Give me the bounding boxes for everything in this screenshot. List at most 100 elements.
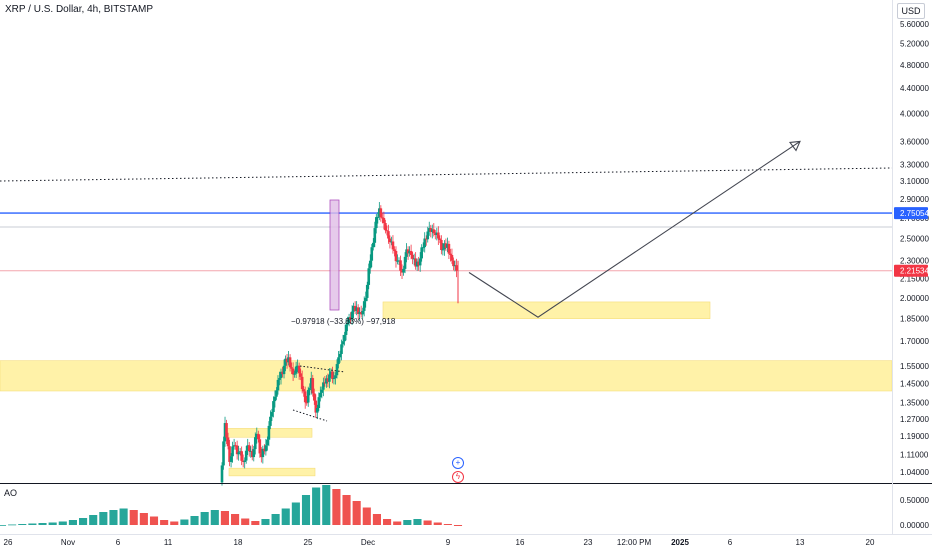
candle-body [316,407,319,413]
price-tick-label: 2.90000 [900,195,929,204]
candle-body [312,393,316,401]
candle-body [281,371,284,375]
candle-body [455,265,458,271]
candle-body [275,390,278,397]
candle-body [364,297,368,302]
candle-body [255,433,259,438]
candle-body [285,358,289,363]
candle-body [258,439,262,454]
horizontal-lines-layer [0,212,892,272]
time-tick-label: 25 [304,538,313,547]
projection-arrowhead [788,140,801,152]
candle-body [406,249,410,254]
ao-bar [109,510,118,525]
candle-body [278,378,281,380]
candles-layer [220,202,459,486]
price-tags: 2.75054 2.21534 [894,207,929,277]
candle-body [337,357,340,365]
candle-body [246,445,250,451]
candle-body [252,449,256,458]
candle-body [443,243,446,250]
ao-bar [38,523,47,525]
candle-body [243,460,246,462]
candle-body [296,365,299,367]
price-tag [894,264,928,277]
candle-body [344,324,348,335]
time-tick-label: 26 [4,538,13,547]
candle-body [297,365,301,374]
candle-body [241,460,245,462]
time-tick-label: 9 [446,538,451,547]
candle-body [244,450,248,461]
candle-body [338,353,342,358]
candle-body [237,452,240,455]
ao-bar [423,520,432,525]
time-tick-label: Dec [361,538,375,547]
candle-body [266,439,269,446]
candle-body [390,241,393,243]
candle-body [447,243,451,254]
ao-bar [89,515,98,525]
candle-body [290,367,293,369]
candle-body [415,261,419,267]
candle-body [257,433,260,440]
candle-body [250,450,254,458]
ao-bar [271,514,280,525]
candle-body [359,312,363,315]
ao-bar [210,510,219,525]
ao-bar [200,512,209,525]
candle-body [273,396,277,402]
candle-body [299,373,302,377]
price-tick-label: 5.60000 [900,20,929,29]
candle-body [232,445,236,447]
triangle-bottom-line [292,409,328,422]
ao-bar [312,487,321,525]
candle-body [279,371,283,379]
ao-bar [322,485,331,525]
time-tick-label: 23 [584,538,593,547]
candle-body [449,253,452,255]
candle-body [434,233,437,235]
ao-bar [149,516,159,525]
candle-body [424,238,428,240]
candle-body [373,228,377,243]
price-tick-label: 2.00000 [900,294,929,303]
candle-body [314,400,318,413]
candle-body [334,375,337,379]
symbol-title: XRP / U.S. Dollar, 4h, BITSTAMP [5,4,154,15]
time-axis-ticks: 26 Nov 6 11 18 25 Dec 9 16 23 12:00 PM 2025 6 13 20 [4,538,875,547]
plus-circle-icon[interactable]: + [452,457,464,469]
candle-body [234,445,237,447]
currency-button[interactable]: USD [897,3,925,19]
candle-body [267,425,271,440]
price-tick-label: 1.85000 [900,315,929,324]
ao-bar [79,518,88,525]
candle-body [340,344,343,354]
candle-body [350,311,354,320]
flash-circle-icon[interactable]: ϟ [452,471,464,483]
candle-body [291,368,295,375]
ao-bar [383,519,392,525]
candle-body [388,238,392,243]
candle-body [440,239,443,251]
candle-body [226,437,230,447]
candle-body [326,378,330,382]
candle-body [284,358,287,366]
candle-body [332,378,336,380]
candle-body [356,307,360,315]
candle-body [411,254,414,259]
price-tick-label: 2.30000 [900,257,929,266]
ao-bar [413,519,422,525]
ao-indicator-title[interactable]: AO [4,488,18,498]
ao-bar [352,501,361,525]
candle-body [331,371,334,380]
ao-bar [220,511,229,525]
candle-body [376,216,380,218]
candle-body [269,416,272,426]
ao-bar [180,519,189,525]
candle-body [238,451,242,453]
candle-body [311,378,315,394]
candle-body [412,258,416,260]
time-tick-label: 6 [728,538,733,547]
